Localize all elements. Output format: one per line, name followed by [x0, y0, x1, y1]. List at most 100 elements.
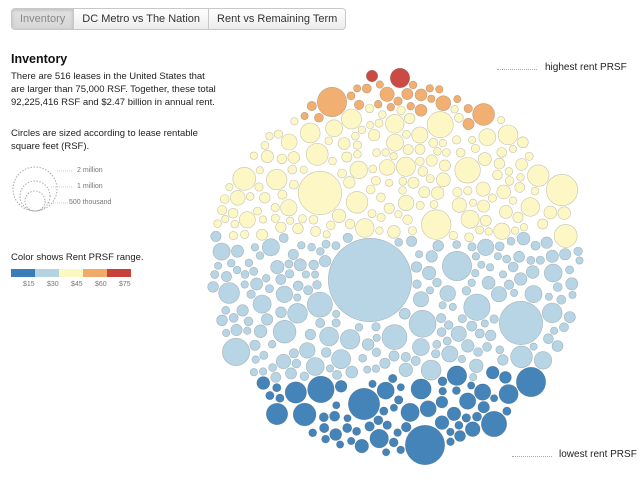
lease-bubble[interactable]	[346, 91, 356, 101]
lease-bubble[interactable]	[256, 376, 271, 390]
lease-bubble[interactable]	[277, 189, 288, 200]
lease-bubble[interactable]	[477, 401, 490, 414]
lease-bubble[interactable]	[276, 153, 288, 165]
lease-bubble[interactable]	[437, 376, 448, 387]
lease-bubble[interactable]	[388, 350, 400, 362]
lease-bubble[interactable]	[217, 205, 227, 215]
lease-bubble[interactable]	[433, 147, 442, 156]
lease-bubble[interactable]	[388, 437, 399, 448]
lease-bubble[interactable]	[408, 80, 418, 90]
lease-bubble[interactable]	[452, 240, 461, 249]
lease-bubble[interactable]	[422, 265, 437, 280]
lease-bubble[interactable]	[297, 214, 307, 224]
lease-bubble[interactable]	[318, 412, 329, 423]
lease-bubble[interactable]	[383, 202, 395, 214]
lease-bubble[interactable]	[329, 428, 343, 441]
lease-bubble[interactable]	[352, 140, 362, 150]
lease-bubble[interactable]	[275, 393, 285, 403]
lease-bubble[interactable]	[331, 208, 347, 223]
lease-bubble[interactable]	[287, 164, 298, 175]
lease-bubble[interactable]	[486, 263, 495, 272]
lease-bubble[interactable]	[427, 94, 436, 103]
lease-bubble[interactable]	[398, 186, 407, 195]
lease-bubble[interactable]	[568, 290, 577, 299]
lease-bubble[interactable]	[267, 340, 277, 349]
lease-bubble[interactable]	[407, 226, 417, 236]
lease-bubble[interactable]	[299, 371, 310, 381]
lease-bubble[interactable]	[463, 103, 473, 114]
lease-bubble[interactable]	[454, 430, 466, 442]
lease-bubble[interactable]	[464, 232, 474, 243]
lease-bubble[interactable]	[376, 192, 386, 203]
lease-bubble[interactable]	[275, 306, 287, 318]
lease-bubble[interactable]	[402, 214, 413, 225]
lease-bubble[interactable]	[446, 427, 455, 437]
lease-bubble[interactable]	[252, 294, 272, 314]
lease-bubble[interactable]	[328, 156, 337, 166]
lease-bubble[interactable]	[540, 236, 553, 249]
lease-bubble[interactable]	[371, 175, 381, 186]
lease-bubble[interactable]	[454, 113, 464, 123]
lease-bubble[interactable]	[316, 87, 347, 118]
lease-bubble[interactable]	[411, 126, 429, 144]
lease-bubble[interactable]	[368, 129, 381, 142]
lease-bubble[interactable]	[329, 410, 340, 422]
lease-bubble[interactable]	[415, 156, 425, 166]
lease-bubble[interactable]	[275, 353, 292, 370]
lease-bubble[interactable]	[553, 224, 578, 248]
lease-bubble[interactable]	[407, 176, 420, 189]
lease-bubble[interactable]	[467, 381, 476, 390]
lease-bubble[interactable]	[495, 345, 505, 355]
lease-bubble[interactable]	[227, 259, 236, 268]
lease-bubble[interactable]	[230, 219, 240, 229]
tab-dc-metro-vs-nation[interactable]: DC Metro vs The Nation	[73, 9, 208, 29]
lease-bubble[interactable]	[300, 122, 321, 144]
lease-bubble[interactable]	[275, 221, 287, 233]
lease-bubble[interactable]	[371, 347, 382, 357]
lease-bubble[interactable]	[332, 401, 341, 410]
lease-bubble[interactable]	[474, 328, 485, 339]
lease-bubble[interactable]	[262, 274, 271, 283]
lease-bubble[interactable]	[497, 124, 519, 146]
lease-bubble[interactable]	[452, 386, 461, 395]
lease-bubble[interactable]	[303, 285, 314, 296]
lease-bubble[interactable]	[322, 230, 331, 239]
lease-bubble[interactable]	[396, 105, 406, 115]
lease-bubble[interactable]	[450, 105, 459, 114]
lease-bubble[interactable]	[349, 160, 368, 179]
lease-bubble[interactable]	[412, 291, 429, 308]
lease-bubble[interactable]	[216, 314, 228, 326]
lease-bubble[interactable]	[502, 406, 512, 416]
lease-bubble[interactable]	[278, 233, 289, 243]
lease-bubble[interactable]	[299, 165, 308, 174]
lease-bubble[interactable]	[482, 342, 492, 352]
lease-bubble[interactable]	[530, 240, 541, 251]
lease-bubble[interactable]	[327, 238, 412, 323]
lease-bubble[interactable]	[379, 159, 396, 176]
lease-bubble[interactable]	[441, 345, 459, 363]
lease-bubble[interactable]	[332, 309, 341, 318]
lease-bubble[interactable]	[394, 395, 404, 405]
lease-bubble[interactable]	[266, 169, 288, 191]
lease-bubble[interactable]	[479, 214, 492, 227]
lease-bubble[interactable]	[292, 222, 304, 235]
lease-bubble[interactable]	[462, 118, 475, 131]
lease-bubble[interactable]	[374, 118, 384, 128]
lease-bubble[interactable]	[381, 148, 390, 157]
lease-bubble[interactable]	[398, 307, 411, 320]
lease-bubble[interactable]	[265, 132, 274, 141]
lease-bubble[interactable]	[508, 144, 517, 153]
lease-bubble[interactable]	[344, 218, 356, 230]
lease-bubble[interactable]	[497, 354, 509, 366]
lease-bubble[interactable]	[410, 261, 423, 273]
lease-bubble[interactable]	[513, 250, 525, 263]
lease-bubble[interactable]	[499, 371, 512, 384]
lease-bubble[interactable]	[286, 216, 295, 225]
lease-bubble[interactable]	[379, 406, 389, 416]
tab-rent-vs-remaining-term[interactable]: Rent vs Remaining Term	[208, 9, 345, 29]
lease-bubble[interactable]	[393, 428, 402, 437]
lease-bubble[interactable]	[477, 199, 490, 213]
lease-bubble[interactable]	[438, 301, 447, 310]
lease-bubble[interactable]	[435, 395, 449, 409]
lease-bubble[interactable]	[385, 114, 405, 134]
